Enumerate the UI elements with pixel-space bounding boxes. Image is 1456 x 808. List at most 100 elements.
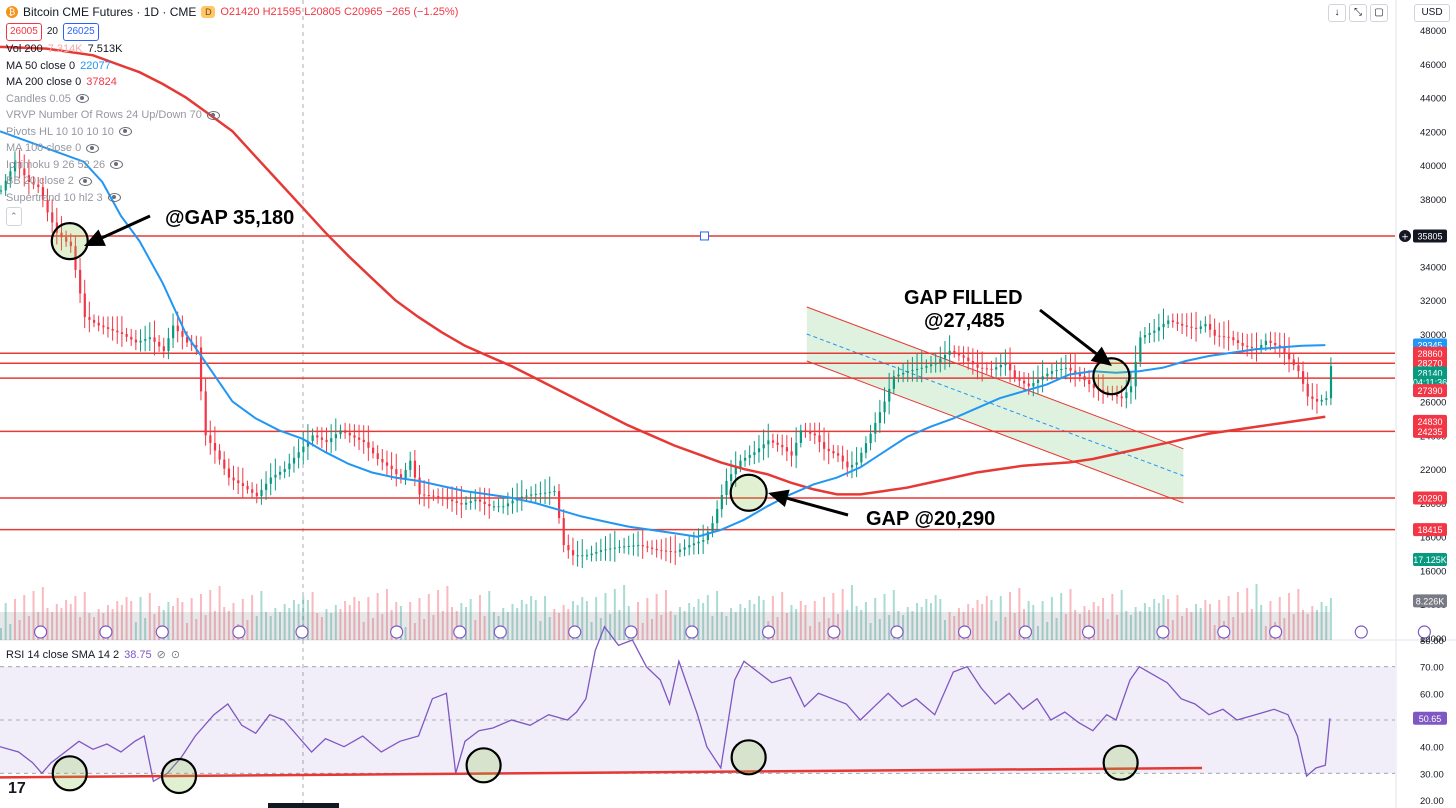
event-marker-icon[interactable]: [33, 625, 48, 639]
event-marker-icon[interactable]: [1417, 625, 1431, 639]
event-marker-icon[interactable]: [232, 625, 246, 639]
candle-body: [762, 444, 765, 449]
volume-bar: [734, 612, 737, 640]
volume-bar: [478, 595, 481, 640]
candle-body: [1092, 384, 1095, 389]
indicator-row[interactable]: BB 20 close 2: [6, 173, 458, 190]
candle-body: [1195, 327, 1198, 329]
volume-bar: [167, 602, 170, 640]
indicator-row[interactable]: MA 50 close 0 22077: [6, 58, 458, 75]
indicator-row[interactable]: Candles 0.05: [6, 91, 458, 108]
indicator-value: 37824: [86, 76, 117, 88]
delayed-badge[interactable]: D: [201, 6, 216, 19]
candle-body: [167, 338, 170, 351]
collapse-icon[interactable]: ⤡: [1349, 4, 1367, 22]
bid-price[interactable]: 26005: [6, 22, 42, 41]
maximize-icon[interactable]: ▢: [1370, 4, 1388, 22]
candle-body: [892, 376, 895, 389]
eye-hidden-icon[interactable]: [118, 127, 132, 137]
event-marker-icon[interactable]: [295, 625, 309, 639]
volume-bar: [1088, 610, 1091, 640]
event-marker-icon[interactable]: [99, 625, 113, 639]
eye-hidden-icon[interactable]: [78, 176, 92, 186]
event-marker-icon[interactable]: [761, 625, 776, 639]
price-tag-bg: [1413, 523, 1447, 537]
ask-price[interactable]: 26025: [62, 22, 99, 41]
indicator-row[interactable]: Vol 200 7.314K 7.513K: [6, 41, 458, 58]
rsi-axis-tick: 20.00: [1420, 796, 1444, 807]
event-marker-icon[interactable]: [1081, 625, 1096, 639]
scroll-down-icon[interactable]: ↓: [1328, 4, 1346, 22]
event-marker-icon[interactable]: [958, 625, 972, 639]
candle-body: [451, 499, 454, 502]
candle-body: [306, 440, 310, 447]
rsi-label[interactable]: RSI 14 close SMA 14 2: [6, 648, 120, 661]
event-marker-icon[interactable]: [568, 625, 582, 639]
candle-body: [41, 187, 45, 200]
indicator-name: MA 200 close 0: [6, 76, 82, 88]
price-tag: 27390: [1413, 384, 1447, 398]
indicator-row[interactable]: Ichimoku 9 26 52 26: [6, 157, 458, 174]
collapse-legend-button[interactable]: ⌃: [6, 207, 458, 226]
rsi-legend: RSI 14 close SMA 14 2 38.75 ⊘ ⊙: [6, 648, 181, 662]
candle-body: [744, 457, 747, 461]
event-marker-icon[interactable]: [493, 625, 507, 639]
volume-bar: [1032, 605, 1035, 640]
volume-bar: [567, 609, 570, 640]
indicator-name: Candles 0.05: [6, 92, 71, 105]
event-marker-icon[interactable]: [390, 625, 404, 639]
currency-selector[interactable]: USD: [1414, 4, 1450, 22]
settings-icon[interactable]: ⊘: [156, 649, 166, 661]
candle-body: [939, 358, 942, 363]
event-marker-icon[interactable]: [453, 625, 467, 639]
event-marker-icon[interactable]: [685, 625, 699, 639]
volume-bar: [869, 623, 872, 640]
candle-body: [534, 493, 537, 495]
volume-bar: [804, 605, 807, 640]
eye-hidden-icon[interactable]: [206, 110, 220, 120]
ohlc-open: O21420: [220, 6, 260, 18]
volume-bar: [562, 605, 565, 640]
candle-body: [1325, 398, 1328, 400]
event-marker-icon[interactable]: [1354, 625, 1368, 639]
volume-bar: [130, 601, 133, 640]
indicator-row[interactable]: VRVP Number Of Rows 24 Up/Down 70: [6, 107, 458, 124]
indicator-row[interactable]: MA 100 close 0: [6, 140, 458, 157]
candle-body: [1264, 340, 1267, 345]
volume-bar: [288, 608, 291, 640]
price-tag-bg: [1413, 229, 1447, 243]
eye-hidden-icon[interactable]: [75, 94, 89, 104]
symbol-title[interactable]: Bitcoin CME Futures · 1D · CME: [23, 5, 197, 19]
volume-bar: [176, 598, 179, 640]
eye-hidden-icon[interactable]: [107, 193, 121, 203]
volume-bar: [111, 609, 114, 640]
candle-body: [823, 442, 826, 449]
volume-bar: [618, 610, 621, 640]
volume-bar: [1278, 597, 1281, 640]
event-marker-icon[interactable]: [155, 625, 169, 639]
candle-body: [571, 550, 575, 556]
eye-hidden-icon[interactable]: [86, 143, 100, 153]
event-marker-icon[interactable]: [1269, 625, 1283, 639]
candle-body: [757, 448, 761, 453]
candle-body: [711, 523, 714, 532]
candle-body: [627, 545, 630, 547]
event-marker-icon[interactable]: [1217, 625, 1231, 639]
event-marker-icon[interactable]: [1018, 625, 1033, 639]
event-marker-icon[interactable]: [1156, 625, 1170, 639]
tradingview-logo[interactable]: 17: [8, 780, 26, 797]
volume-bar: [362, 622, 365, 640]
volume-bar: [241, 599, 244, 640]
volume-bar: [985, 596, 988, 640]
indicator-row[interactable]: Supertrend 10 hl2 3: [6, 190, 458, 207]
event-marker-icon[interactable]: [624, 625, 638, 639]
volume-bar: [306, 600, 309, 640]
candle-body: [1227, 336, 1230, 338]
eye-hidden-icon[interactable]: [110, 160, 124, 170]
event-marker-icon[interactable]: [827, 625, 841, 639]
event-marker-icon[interactable]: [890, 625, 904, 639]
more-icon[interactable]: ⊙: [170, 649, 181, 661]
indicator-row[interactable]: MA 200 close 0 37824: [6, 74, 458, 91]
indicator-row[interactable]: Pivots HL 10 10 10 10: [6, 124, 458, 141]
